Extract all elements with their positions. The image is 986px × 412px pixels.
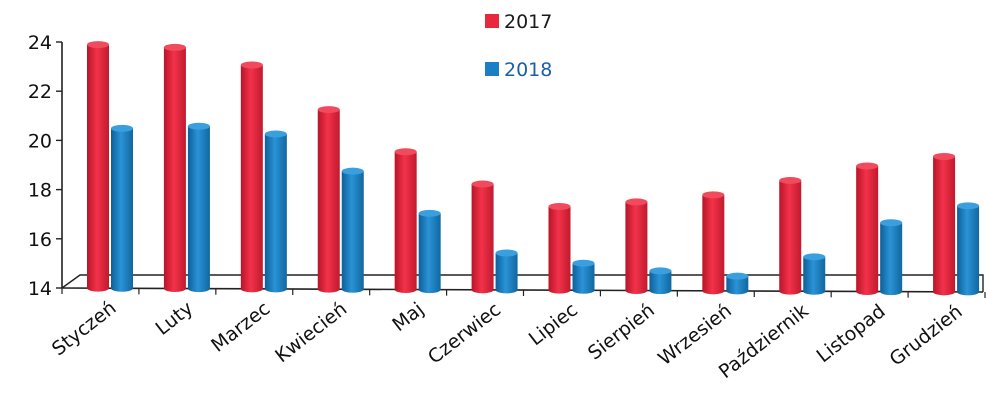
axes <box>56 41 986 298</box>
x-category-label: Listopad <box>813 300 890 367</box>
legend-swatch <box>485 62 499 76</box>
x-category-label: Luty <box>152 297 198 340</box>
bar-2018 <box>264 130 287 293</box>
bar-2018 <box>187 122 210 293</box>
bar-2017 <box>548 203 571 294</box>
legend-label: 2018 <box>504 59 552 81</box>
bar-2017 <box>856 162 879 295</box>
legend-label: 2017 <box>504 11 552 33</box>
bar-2018 <box>880 219 903 296</box>
y-tick-label: 24 <box>28 32 52 54</box>
floor-plane <box>61 274 984 292</box>
bar-2017 <box>394 148 417 293</box>
bar-2018 <box>418 209 441 294</box>
bar-2017 <box>625 198 648 294</box>
bar-2017 <box>933 153 956 296</box>
x-category-label: Czerwiec <box>424 299 505 369</box>
bar-2018 <box>726 272 749 295</box>
bar-2018 <box>495 249 518 294</box>
x-category-label: Maj <box>388 298 428 336</box>
bar-2017 <box>702 191 725 295</box>
bar-2018 <box>111 124 133 292</box>
bar-2017 <box>779 176 802 295</box>
x-category-label: Styczeń <box>48 297 121 360</box>
bar-2017 <box>240 61 263 293</box>
y-tick-label: 18 <box>28 180 52 202</box>
bar-2018 <box>572 259 595 294</box>
x-category-label: Marzec <box>207 298 274 357</box>
bar-2017 <box>471 180 494 294</box>
bar-2018 <box>803 253 826 295</box>
legend-swatch <box>485 14 499 28</box>
bar-2017 <box>87 41 109 292</box>
y-tick-label: 20 <box>28 130 52 152</box>
bar-2017 <box>317 106 340 293</box>
bars <box>87 41 980 296</box>
bar-2017 <box>163 43 186 292</box>
x-category-label: Grudzień <box>886 301 967 371</box>
bar-2018 <box>649 267 672 295</box>
bar-2018 <box>341 167 364 293</box>
y-tick-label: 22 <box>28 81 52 103</box>
x-category-label: Sierpień <box>584 299 659 364</box>
y-tick-label: 16 <box>28 229 52 251</box>
x-category-label: Lipiec <box>525 299 582 350</box>
bar-2018 <box>957 202 980 296</box>
x-category-label: Kwiecień <box>271 298 351 367</box>
y-tick-label: 14 <box>28 278 52 300</box>
legend: 2017 2018 <box>485 11 552 81</box>
